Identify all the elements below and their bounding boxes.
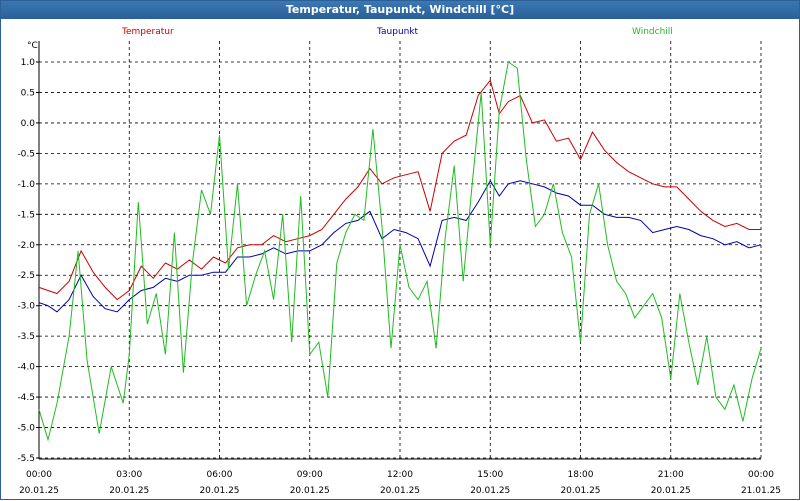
- y-tick-label: -3.5: [17, 332, 35, 342]
- y-tick-label: 0.0: [21, 119, 36, 129]
- plot-frame: [38, 41, 761, 460]
- x-tick-labels: 00:00 20.01.25 03:00 20.01.25 06:00 20.01.25 0…: [19, 470, 781, 496]
- x-tick-date: 20.01.25: [109, 486, 149, 496]
- y-tick-label: -0.5: [17, 149, 35, 159]
- series-lines: [38, 61, 762, 442]
- x-tick-time: 12:00: [387, 470, 413, 480]
- y-tick-label: -1.0: [17, 180, 35, 190]
- y-axis-unit: °C: [27, 41, 38, 51]
- legend-taupunkt: Taupunkt: [376, 27, 419, 37]
- legend-windchill: Windchill: [632, 27, 673, 37]
- x-tick-date: 20.01.25: [19, 486, 59, 496]
- y-tick-label: -2.0: [17, 241, 35, 251]
- x-tick-date: 20.01.25: [199, 486, 239, 496]
- x-tick-time: 03:00: [116, 470, 142, 480]
- x-tick-date: 20.01.25: [380, 486, 420, 496]
- x-tick-time: 18:00: [568, 470, 594, 480]
- y-tick-labels: 1.0 0.5 0.0 -0.5 -1.0 -1.5 -2.0 -2.5 -3.0 -3.5 -4.…: [17, 58, 39, 464]
- x-tick-date: 20.01.25: [290, 486, 330, 496]
- x-tick-time: 21:00: [658, 470, 684, 480]
- y-tick-label: -1.5: [17, 210, 35, 220]
- y-tick-label: -5.0: [17, 424, 35, 434]
- y-tick-label: 0.5: [21, 88, 35, 98]
- y-tick-label: -4.0: [17, 363, 35, 373]
- x-tick-date: 20.01.25: [651, 486, 691, 496]
- x-tick-date: 20.01.25: [470, 486, 510, 496]
- y-tick-label: -4.5: [17, 393, 35, 403]
- y-tick-label: 1.0: [21, 58, 36, 68]
- x-tick-date: 21.01.25: [741, 486, 781, 496]
- legend-temperatur: Temperatur: [121, 27, 174, 37]
- series-line-taupunkt: [38, 179, 762, 313]
- y-tick-label: -2.5: [17, 271, 35, 281]
- x-tick-date: 20.01.25: [560, 486, 600, 496]
- x-tick-time: 06:00: [207, 470, 233, 480]
- series-line-temperatur: [38, 79, 761, 301]
- y-tick-label: -3.0: [17, 302, 35, 312]
- x-tick-time: 00:00: [26, 470, 52, 480]
- x-tick-time: 15:00: [477, 470, 503, 480]
- x-tick-time: 09:00: [297, 470, 323, 480]
- legend: Temperatur Taupunkt Windchill: [121, 27, 673, 37]
- x-tick-time: 00:00: [748, 470, 774, 480]
- y-tick-label: -5.5: [17, 454, 35, 464]
- window-title: Temperatur, Taupunkt, Windchill [°C]: [1, 1, 799, 19]
- series-line-windchill: [38, 61, 762, 442]
